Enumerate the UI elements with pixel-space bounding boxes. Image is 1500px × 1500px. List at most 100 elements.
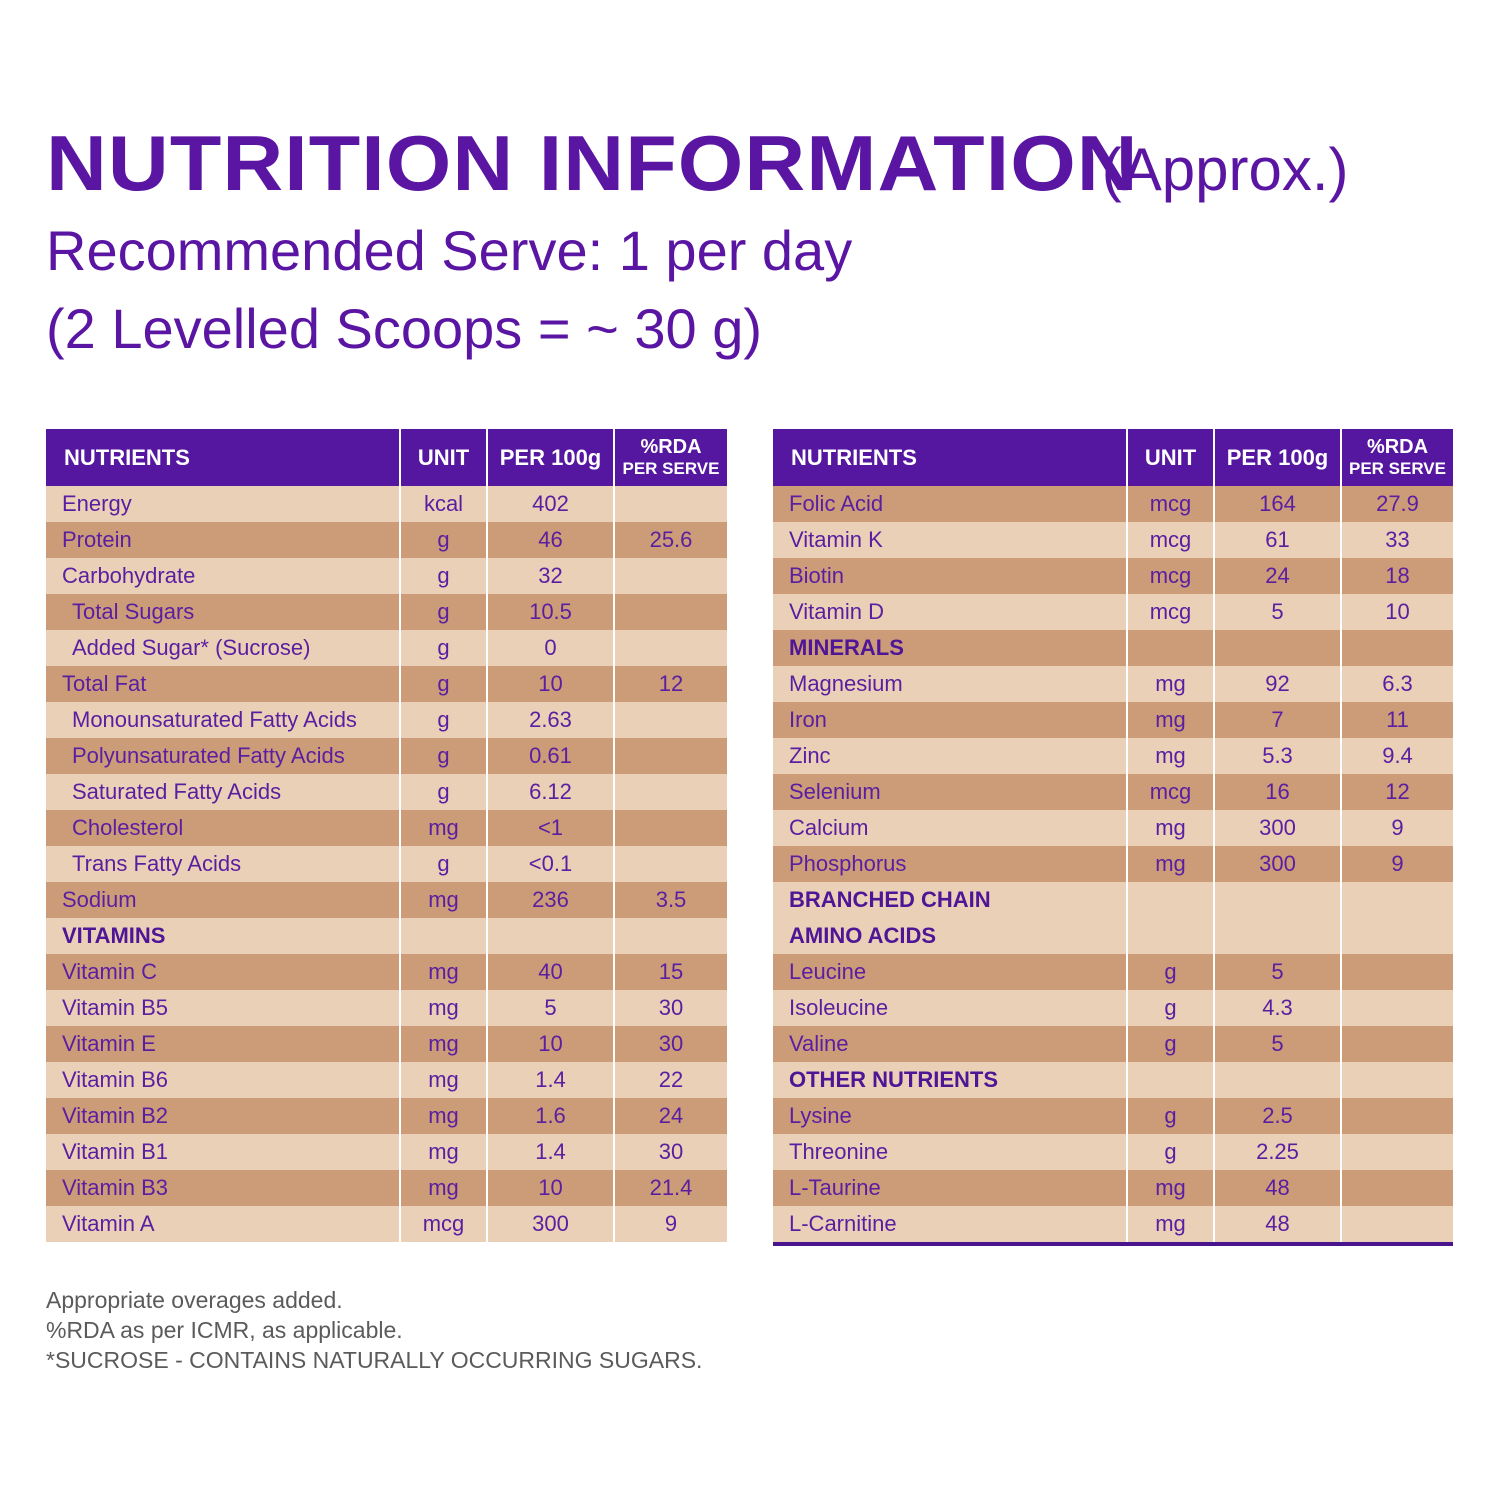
nutrient-rda: 3.5 xyxy=(614,882,727,918)
nutrient-unit: mcg xyxy=(1127,486,1215,522)
title-block: NUTRITION INFORMATION(Approx.) Recommend… xyxy=(46,118,1349,365)
nutrient-name: Vitamin E xyxy=(46,1026,401,1062)
nutrient-per100: 300 xyxy=(487,1206,615,1242)
nutrient-rda xyxy=(1341,918,1453,954)
header-rda: %RDA PER SERVE xyxy=(1341,429,1453,486)
nutrient-per100: 2.5 xyxy=(1214,1098,1342,1134)
nutrient-name: Leucine xyxy=(773,954,1128,990)
nutrient-per100: 16 xyxy=(1214,774,1342,810)
nutrient-name: MINERALS xyxy=(773,630,1128,666)
nutrient-unit: mg xyxy=(400,1026,488,1062)
table-row: Vitamin B2 mg 1.6 24 xyxy=(46,1098,727,1134)
nutrient-unit: g xyxy=(400,702,488,738)
nutrient-name: Polyunsaturated Fatty Acids xyxy=(46,738,401,774)
nutrient-unit: mcg xyxy=(1127,594,1215,630)
nutrient-per100 xyxy=(1214,918,1342,954)
nutrient-unit: mg xyxy=(400,810,488,846)
nutrient-unit: mcg xyxy=(400,1206,488,1242)
table-row: Folic Acid mcg 164 27.9 xyxy=(773,486,1453,522)
nutrient-name: Folic Acid xyxy=(773,486,1128,522)
nutrient-rda xyxy=(1341,1170,1453,1206)
nutrient-name: Total Sugars xyxy=(46,594,401,630)
nutrient-name: Biotin xyxy=(773,558,1128,594)
header-per100: PER 100g xyxy=(1214,429,1342,486)
nutrient-name: VITAMINS xyxy=(46,918,401,954)
nutrient-unit: g xyxy=(1127,1134,1215,1170)
serve-line: Recommended Serve: 1 per day xyxy=(46,219,853,282)
table-row: Valine g 5 xyxy=(773,1026,1453,1062)
nutrient-rda xyxy=(1341,1206,1453,1244)
nutrient-unit: g xyxy=(400,666,488,702)
nutrient-rda: 15 xyxy=(614,954,727,990)
table-row: L-Taurine mg 48 xyxy=(773,1170,1453,1206)
nutrient-per100: 10.5 xyxy=(487,594,615,630)
nutrient-per100: 1.6 xyxy=(487,1098,615,1134)
nutrient-rda: 27.9 xyxy=(1341,486,1453,522)
table-row: Biotin mcg 24 18 xyxy=(773,558,1453,594)
nutrient-unit: mg xyxy=(400,990,488,1026)
table-row: Vitamin B6 mg 1.4 22 xyxy=(46,1062,727,1098)
nutrient-name: Sodium xyxy=(46,882,401,918)
nutrient-unit: g xyxy=(400,558,488,594)
nutrition-table-right: NUTRIENTS UNIT PER 100g %RDA PER SERVE Fo… xyxy=(773,429,1453,1246)
nutrient-unit: mg xyxy=(1127,666,1215,702)
nutrient-per100: 5 xyxy=(487,990,615,1026)
nutrient-unit: mg xyxy=(1127,1206,1215,1244)
nutrient-per100: 0.61 xyxy=(487,738,615,774)
nutrient-name: Vitamin A xyxy=(46,1206,401,1242)
table-row: Isoleucine g 4.3 xyxy=(773,990,1453,1026)
table-row: Saturated Fatty Acids g 6.12 xyxy=(46,774,727,810)
nutrient-per100: 10 xyxy=(487,1026,615,1062)
nutrient-name: Vitamin C xyxy=(46,954,401,990)
header-rda-bottom: PER SERVE xyxy=(1348,458,1446,478)
table-row: Total Fat g 10 12 xyxy=(46,666,727,702)
nutrient-name: Zinc xyxy=(773,738,1128,774)
nutrient-unit xyxy=(1127,630,1215,666)
title-approx: (Approx.) xyxy=(1101,136,1349,203)
nutrient-unit: g xyxy=(400,594,488,630)
table-row: Leucine g 5 xyxy=(773,954,1453,990)
table-row: Polyunsaturated Fatty Acids g 0.61 xyxy=(46,738,727,774)
nutrient-name: Calcium xyxy=(773,810,1128,846)
nutrient-unit: mg xyxy=(1127,702,1215,738)
header-rda-top: %RDA xyxy=(640,435,702,458)
nutrient-unit: mg xyxy=(1127,810,1215,846)
nutrient-per100 xyxy=(1214,1062,1342,1098)
nutrient-rda xyxy=(614,846,727,882)
nutrient-name: Vitamin B2 xyxy=(46,1098,401,1134)
section-row: BRANCHED CHAIN xyxy=(773,882,1453,918)
nutrient-rda xyxy=(614,486,727,522)
nutrient-name: Vitamin B1 xyxy=(46,1134,401,1170)
nutrient-unit: mg xyxy=(400,954,488,990)
nutrient-rda xyxy=(1341,1134,1453,1170)
header-unit: UNIT xyxy=(1127,429,1215,486)
nutrient-name: Trans Fatty Acids xyxy=(46,846,401,882)
nutrient-unit: mg xyxy=(400,1170,488,1206)
nutrient-name: Vitamin D xyxy=(773,594,1128,630)
table-row: Vitamin B5 mg 5 30 xyxy=(46,990,727,1026)
nutrient-unit: g xyxy=(400,522,488,558)
nutrient-per100: 7 xyxy=(1214,702,1342,738)
nutrient-per100: <0.1 xyxy=(487,846,615,882)
nutrient-name: L-Taurine xyxy=(773,1170,1128,1206)
header-unit: UNIT xyxy=(400,429,488,486)
nutrient-per100: <1 xyxy=(487,810,615,846)
table-row: Iron mg 7 11 xyxy=(773,702,1453,738)
nutrient-rda: 30 xyxy=(614,1134,727,1170)
footnote-rda: %RDA as per ICMR, as applicable. xyxy=(46,1317,403,1343)
nutrient-name: Energy xyxy=(46,486,401,522)
nutrient-rda xyxy=(1341,1098,1453,1134)
nutrient-name: Vitamin B3 xyxy=(46,1170,401,1206)
header-per100: PER 100g xyxy=(487,429,615,486)
table-row: Added Sugar* (Sucrose) g 0 xyxy=(46,630,727,666)
nutrient-unit: mcg xyxy=(1127,774,1215,810)
nutrient-per100: 5.3 xyxy=(1214,738,1342,774)
table-row: Selenium mcg 16 12 xyxy=(773,774,1453,810)
nutrient-unit xyxy=(1127,882,1215,918)
nutrient-rda xyxy=(614,558,727,594)
footnotes: Appropriate overages added. %RDA as per … xyxy=(46,1285,702,1375)
nutrient-per100: 40 xyxy=(487,954,615,990)
nutrient-unit: mg xyxy=(400,1134,488,1170)
